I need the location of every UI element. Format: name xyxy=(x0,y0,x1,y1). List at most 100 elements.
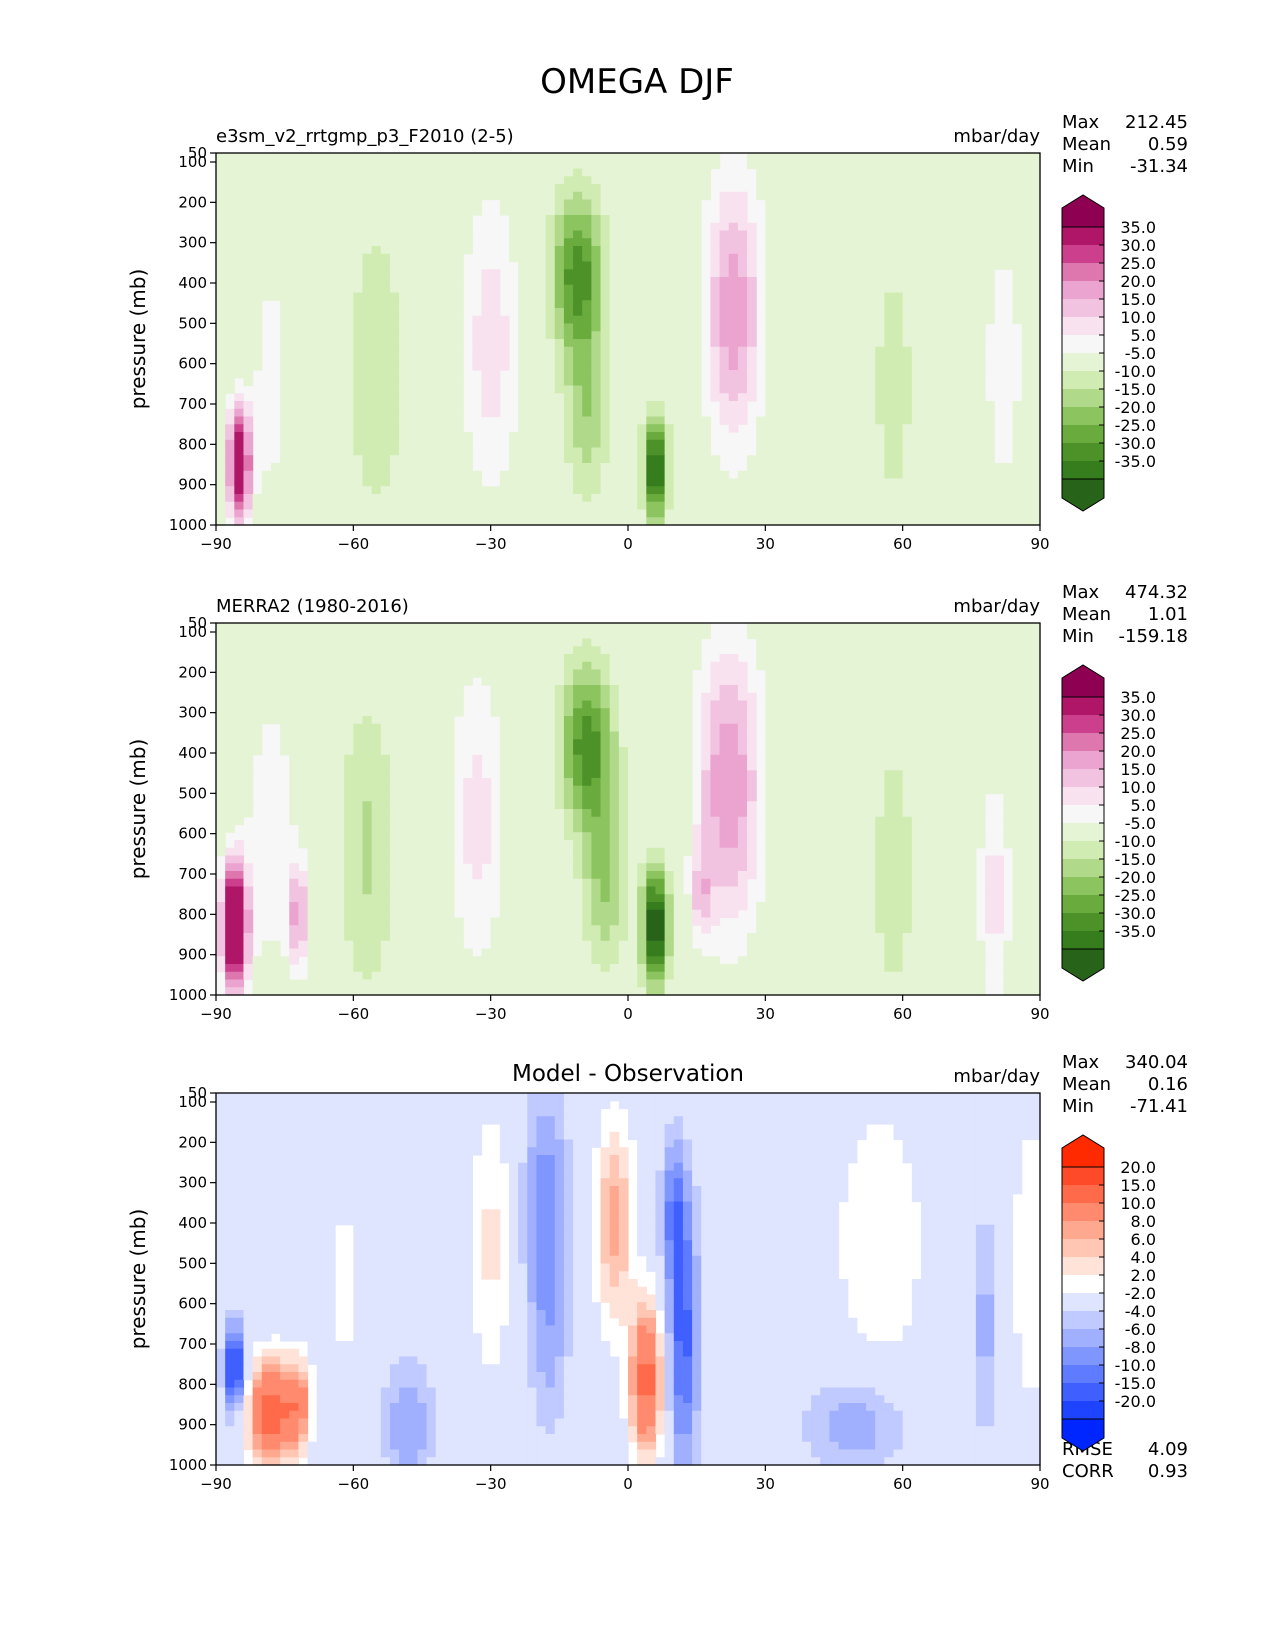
contour-cell xyxy=(628,261,638,270)
contour-cell xyxy=(353,478,364,487)
contour-cell xyxy=(792,339,803,348)
contour-cell xyxy=(573,261,583,270)
contour-cell xyxy=(335,354,345,363)
contour-cell xyxy=(573,323,583,332)
contour-cell xyxy=(811,300,821,309)
contour-cell xyxy=(536,323,547,332)
contour-cell xyxy=(682,168,693,177)
contour-cell xyxy=(710,284,721,294)
contour-cell xyxy=(371,486,382,495)
contour-cell xyxy=(911,207,922,216)
contour-cell xyxy=(939,669,950,678)
contour-cell xyxy=(838,509,849,518)
contour-cell xyxy=(399,222,409,232)
contour-cell xyxy=(985,486,995,495)
contour-cell xyxy=(801,253,812,263)
contour-cell xyxy=(280,215,290,224)
contour-cell xyxy=(930,292,940,301)
contour-cell xyxy=(747,486,757,495)
contour-cell xyxy=(692,478,702,487)
contour-cell xyxy=(747,246,757,255)
contour-cell xyxy=(820,362,831,371)
colorbar-label: 15.0 xyxy=(1120,290,1156,309)
contour-cell xyxy=(600,253,611,263)
contour-cell xyxy=(380,424,391,433)
contour-cell xyxy=(866,692,876,702)
contour-cell xyxy=(380,463,391,472)
contour-cell xyxy=(463,646,473,655)
contour-cell xyxy=(536,424,547,433)
contour-cell xyxy=(957,176,968,185)
contour-cell xyxy=(472,486,483,495)
contour-cell xyxy=(508,246,519,255)
contour-cell xyxy=(985,176,995,185)
contour-cell xyxy=(344,207,354,216)
contour-cell xyxy=(902,623,913,632)
contour-cell xyxy=(399,416,409,425)
contour-cell xyxy=(664,370,675,379)
contour-cell xyxy=(454,685,464,694)
contour-cell xyxy=(1021,692,1032,702)
contour-cell xyxy=(829,315,840,325)
contour-cell xyxy=(966,184,977,193)
contour-cell xyxy=(893,517,904,526)
contour-cell xyxy=(682,401,693,410)
contour-cell xyxy=(481,184,492,193)
contour-cell xyxy=(893,447,904,456)
contour-cell xyxy=(902,439,913,449)
contour-cell xyxy=(591,160,602,170)
contour-cell xyxy=(454,517,464,526)
contour-cell xyxy=(875,646,885,655)
contour-cell xyxy=(243,323,254,332)
contour-cell xyxy=(893,478,904,487)
contour-cell xyxy=(298,222,309,232)
contour-cell xyxy=(591,401,602,410)
contour-cell xyxy=(774,308,785,317)
contour-cell xyxy=(719,700,730,709)
contour-cell xyxy=(838,215,849,224)
contour-cell xyxy=(417,432,428,441)
contour-cell xyxy=(966,215,977,224)
contour-cell xyxy=(325,501,336,511)
contour-cell xyxy=(1012,238,1023,247)
contour-cell xyxy=(847,269,858,278)
contour-cell xyxy=(820,470,831,480)
contour-cell xyxy=(655,184,666,193)
contour-cell xyxy=(609,455,620,464)
contour-cell xyxy=(994,238,1004,247)
contour-cell xyxy=(866,261,876,270)
contour-cell xyxy=(866,346,876,356)
contour-cell xyxy=(884,153,895,162)
contour-cell xyxy=(847,191,858,201)
contour-cell xyxy=(655,669,666,678)
contour-cell xyxy=(609,377,620,387)
contour-cell xyxy=(243,700,254,709)
contour-cell xyxy=(582,269,592,278)
contour-cell xyxy=(820,230,831,239)
contour-cell xyxy=(399,168,409,177)
contour-cell xyxy=(792,323,803,332)
contour-cell xyxy=(847,385,858,394)
contour-cell xyxy=(490,517,501,526)
contour-cell xyxy=(243,277,254,286)
contour-cell xyxy=(838,354,849,363)
contour-cell xyxy=(783,362,794,371)
contour-cell xyxy=(499,207,510,216)
contour-cell xyxy=(417,370,428,379)
contour-cell xyxy=(573,292,583,301)
contour-cell xyxy=(426,408,437,418)
contour-cell xyxy=(344,269,354,278)
contour-cell xyxy=(737,377,748,387)
contour-cell xyxy=(838,168,849,177)
contour-cell xyxy=(801,222,812,232)
contour-cell xyxy=(719,222,730,232)
contour-cell xyxy=(920,176,931,185)
contour-cell xyxy=(783,416,794,425)
contour-cell xyxy=(792,230,803,239)
contour-cell xyxy=(1003,215,1014,224)
contour-cell xyxy=(591,346,602,356)
contour-cell xyxy=(234,277,245,286)
contour-cell xyxy=(811,638,821,647)
contour-cell xyxy=(628,277,638,286)
contour-cell xyxy=(673,277,684,286)
